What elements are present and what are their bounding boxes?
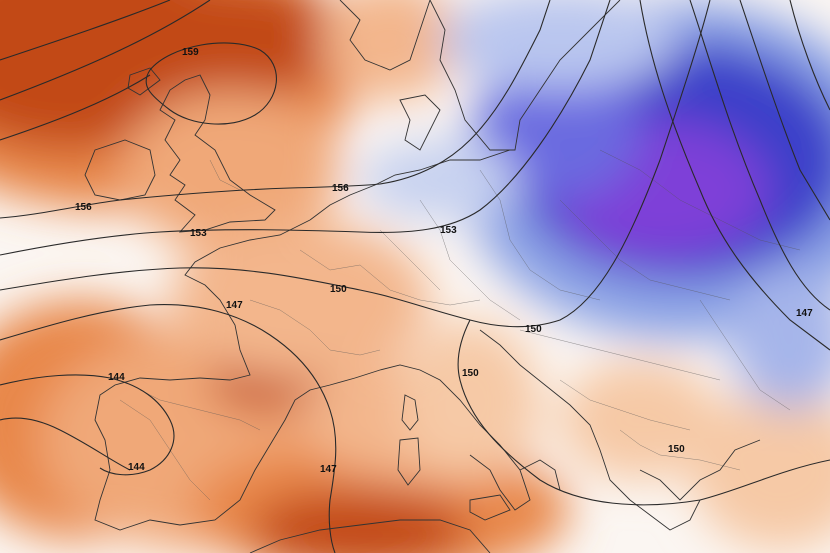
contour-150-south (457, 319, 830, 506)
admin-borders (119, 149, 801, 501)
contour-147-east (689, 0, 830, 311)
contour-label-144-south: 144 (128, 462, 145, 473)
contour-label-153-east: 153 (440, 225, 457, 236)
contour-label-144-north: 144 (108, 372, 125, 383)
contour-nw-1 (0, 0, 171, 61)
contour-label-147-med: 147 (320, 464, 337, 475)
contour-label-156-east: 156 (332, 183, 349, 194)
contour-ne-1 (639, 0, 830, 351)
contour-nw-2 (0, 0, 211, 101)
contour-label-156-west: 156 (75, 202, 92, 213)
contour-label-150-balkans: 150 (668, 444, 685, 455)
contour-ne-2 (739, 0, 830, 221)
contour-144 (0, 374, 175, 476)
contour-label-150-adriatic: 150 (525, 324, 542, 335)
contour-153 (0, 0, 611, 256)
contour-159 (145, 42, 277, 125)
contour-147 (0, 304, 337, 553)
contour-label-153-west: 153 (190, 228, 207, 239)
contour-label-159: 159 (182, 47, 199, 58)
contour-156 (0, 0, 551, 219)
contour-144b (0, 417, 131, 471)
contour-label-150-italy: 150 (462, 368, 479, 379)
contour-label-147-france: 147 (226, 300, 243, 311)
contour-ne-3 (789, 0, 830, 111)
contour-nw-3 (0, 74, 151, 141)
coastlines (84, 0, 761, 553)
contour-labels: 159 156 156 153 153 150 150 150 150 147 … (75, 47, 813, 475)
contour-label-150-france: 150 (330, 284, 347, 295)
contour-label-147-east: 147 (796, 308, 813, 319)
